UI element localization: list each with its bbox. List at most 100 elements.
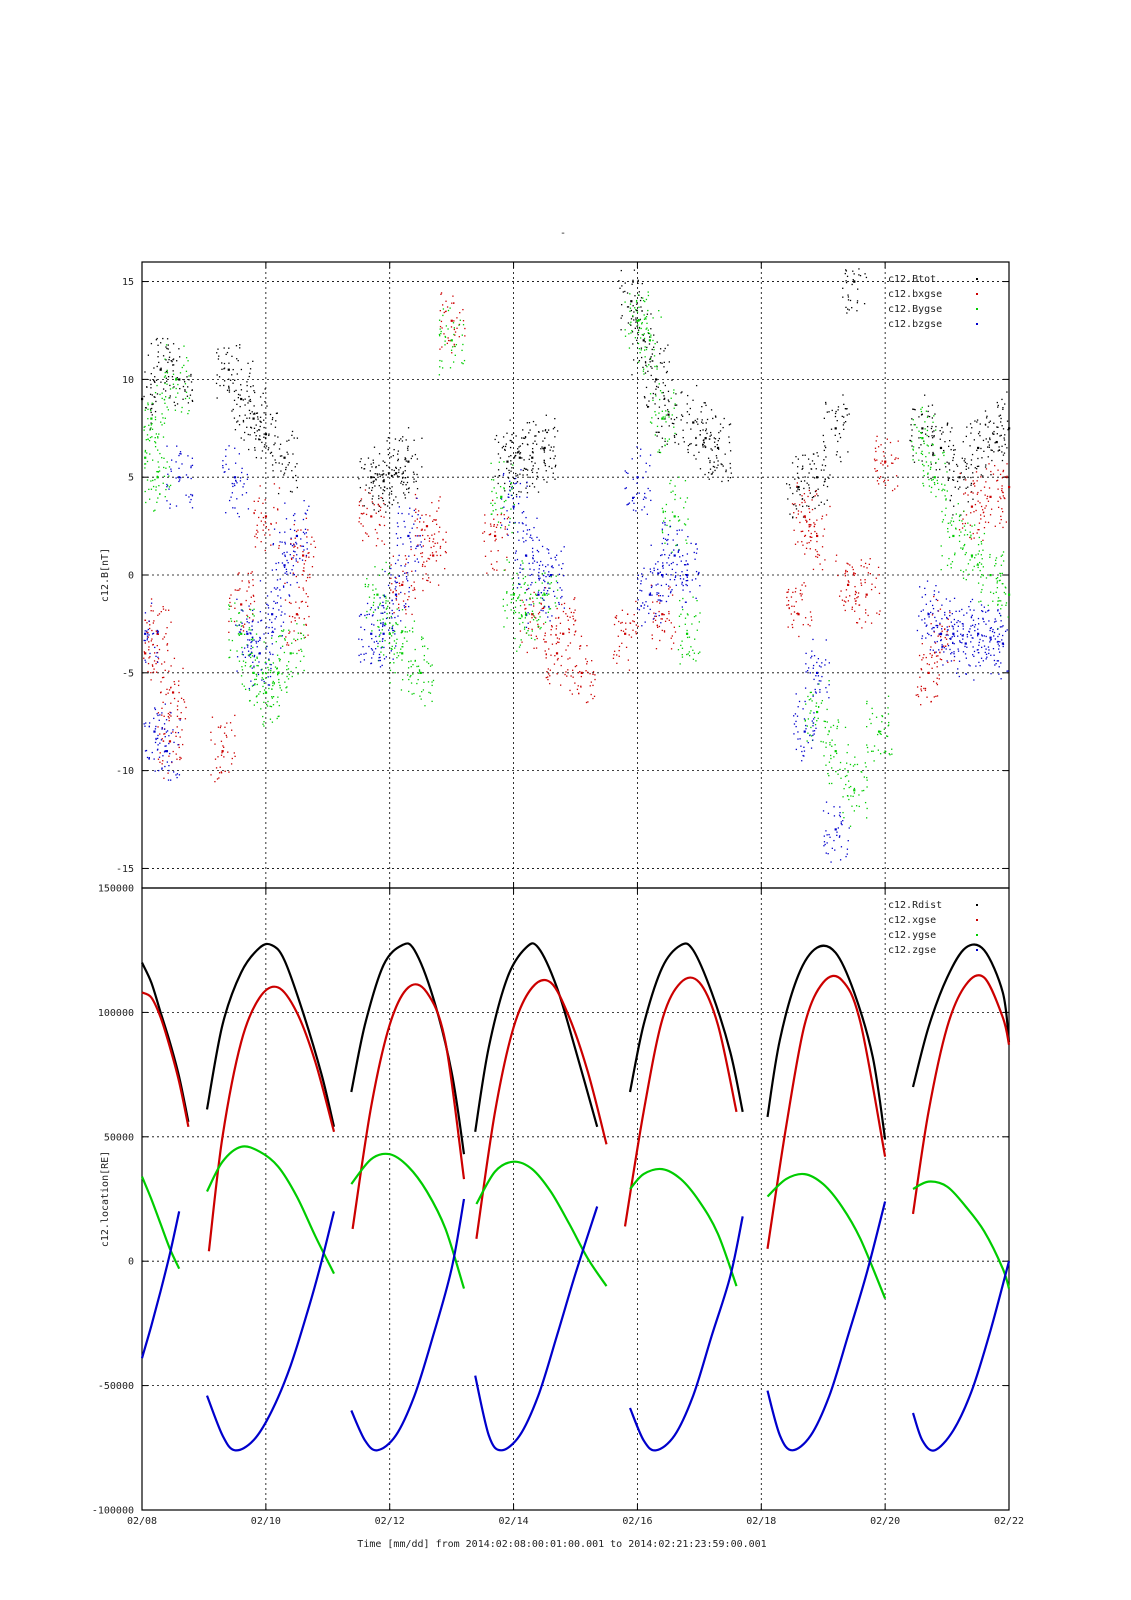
data-point [178, 467, 180, 470]
data-point [694, 558, 696, 560]
data-point [867, 572, 870, 574]
data-point [171, 459, 173, 461]
data-point [404, 626, 407, 628]
data-point [405, 460, 407, 462]
data-point [153, 510, 155, 512]
data-point [248, 689, 251, 691]
data-point [241, 467, 243, 470]
data-point [951, 561, 954, 563]
data-point [446, 306, 449, 308]
data-point [795, 508, 798, 510]
data-point [554, 478, 556, 480]
data-point [267, 676, 269, 678]
data-point [441, 367, 444, 369]
data-point [276, 587, 279, 589]
data-point [952, 459, 954, 462]
data-point [288, 439, 290, 441]
data-point [950, 520, 952, 522]
data-point [395, 581, 397, 584]
data-point [547, 616, 549, 618]
data-point [278, 487, 281, 489]
data-point [272, 455, 274, 457]
data-point [179, 372, 182, 374]
data-point [912, 449, 915, 451]
data-point [157, 712, 160, 714]
data-point [160, 681, 162, 683]
data-point [710, 448, 712, 450]
data-point [555, 628, 557, 630]
data-point [519, 452, 522, 454]
data-point [927, 410, 929, 413]
data-point [823, 449, 825, 452]
data-point [242, 625, 244, 627]
data-point [147, 438, 149, 440]
data-point [674, 403, 676, 405]
data-point [803, 480, 806, 482]
data-point [728, 441, 731, 444]
data-point [823, 528, 826, 530]
data-point [691, 623, 693, 625]
data-point [926, 425, 929, 428]
data-point [816, 556, 819, 558]
data-point [504, 526, 507, 528]
data-point [550, 446, 552, 448]
data-point [163, 777, 165, 779]
data-point [151, 751, 153, 754]
data-point [409, 507, 411, 509]
data-point [172, 364, 174, 366]
data-point [245, 661, 247, 664]
data-point [379, 634, 381, 636]
data-point [688, 636, 691, 638]
data-point [694, 638, 696, 640]
data-point [273, 682, 275, 684]
data-point [236, 598, 238, 600]
data-point [924, 618, 926, 620]
data-point [912, 408, 914, 410]
data-point [980, 476, 982, 478]
data-point [504, 449, 506, 452]
data-point [532, 539, 534, 542]
data-point [650, 313, 652, 315]
data-point [910, 424, 912, 426]
data-point [804, 516, 806, 519]
data-point [952, 479, 954, 481]
data-point [518, 612, 520, 614]
data-point [808, 487, 811, 489]
data-point [621, 285, 623, 287]
data-point [435, 519, 437, 521]
data-point [634, 337, 637, 339]
data-point [246, 630, 248, 633]
data-point [372, 482, 374, 484]
data-point [306, 541, 308, 544]
data-point [829, 744, 831, 746]
data-point [517, 597, 519, 600]
data-point [397, 453, 399, 455]
data-point [725, 470, 727, 473]
data-point [538, 568, 540, 570]
data-point [878, 592, 881, 595]
data-point [360, 500, 362, 502]
data-point [365, 513, 368, 516]
data-point [182, 667, 184, 670]
data-point [300, 538, 302, 540]
data-point [640, 306, 642, 308]
data-point [559, 587, 561, 589]
data-point [993, 422, 995, 424]
data-point [406, 481, 409, 484]
data-point [843, 403, 845, 406]
data-point [544, 565, 547, 568]
data-point [554, 466, 557, 468]
data-point [856, 597, 858, 599]
data-point [548, 444, 550, 446]
data-point [808, 518, 811, 521]
data-point [661, 417, 664, 420]
data-point [788, 607, 790, 609]
data-point [531, 469, 533, 471]
data-point [923, 442, 925, 445]
data-point [644, 356, 646, 358]
data-point [965, 514, 968, 516]
data-point [409, 676, 411, 678]
data-point [555, 464, 557, 467]
data-point [553, 426, 556, 429]
data-point [217, 726, 220, 728]
